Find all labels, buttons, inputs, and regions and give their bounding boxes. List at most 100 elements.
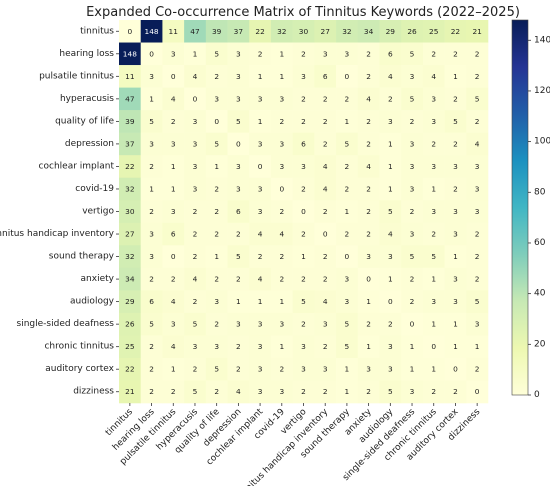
y-tick-label: audiology	[70, 297, 115, 307]
cell-value-label: 1	[431, 184, 436, 193]
heatmap-cell	[379, 290, 402, 314]
cell-value-label: 1	[214, 162, 219, 171]
heatmap-cell	[227, 380, 250, 404]
cell-value-label: 39	[212, 27, 222, 36]
cell-value-label: 2	[345, 230, 350, 239]
heatmap-cell	[227, 245, 250, 269]
heatmap-cell	[140, 380, 163, 404]
cell-value-label: 1	[149, 184, 154, 193]
heatmap-cell	[444, 357, 467, 381]
heatmap-cell	[119, 65, 142, 88]
heatmap-cell	[422, 110, 445, 133]
cell-value-label: 2	[214, 275, 219, 284]
heatmap-cell	[162, 42, 185, 66]
cell-value-label: 5	[345, 320, 350, 329]
heatmap-cell	[184, 245, 207, 269]
cell-value-label: 5	[214, 49, 219, 58]
cell-value-label: 2	[214, 320, 219, 329]
heatmap-cell	[314, 267, 337, 291]
cell-value-label: 2	[323, 94, 328, 103]
heatmap-cell	[444, 155, 467, 179]
cell-value-label: 3	[149, 252, 154, 261]
cell-value-label: 0	[345, 252, 350, 261]
colorbar-tick-label: 80	[534, 187, 546, 197]
cell-value-label: 2	[388, 94, 393, 103]
heatmap-cell	[270, 200, 293, 224]
heatmap-cell	[292, 132, 315, 156]
heatmap-cell	[249, 245, 272, 269]
cell-value-label: 4	[323, 184, 328, 193]
cell-value-label: 2	[323, 207, 328, 216]
cell-value-label: 3	[301, 342, 306, 351]
heatmap-cell	[444, 20, 467, 43]
heatmap-cell	[444, 65, 467, 88]
heatmap-cell	[379, 380, 402, 404]
cell-value-label: 1	[258, 297, 263, 306]
cell-value-label: 3	[475, 207, 480, 216]
cell-value-label: 4	[366, 162, 371, 171]
cell-value-label: 2	[431, 387, 436, 396]
cell-value-label: 1	[171, 365, 176, 374]
cell-value-label: 1	[431, 365, 436, 374]
y-tick-label: quality of life	[55, 116, 114, 126]
heatmap-cell	[205, 87, 228, 111]
cell-value-label: 32	[125, 252, 134, 261]
heatmap-cell	[205, 200, 228, 224]
cell-value-label: 2	[279, 207, 284, 216]
colorbar-tick-label: 40	[534, 289, 546, 299]
heatmap-cell	[401, 335, 424, 359]
cell-value-label: 2	[214, 184, 219, 193]
cell-value-label: 2	[410, 275, 415, 284]
cell-value-label: 3	[279, 139, 284, 148]
heatmap-cell	[270, 335, 293, 359]
heatmap-cell	[379, 357, 402, 381]
cell-value-label: 2	[475, 365, 480, 374]
cell-value-label: 3	[431, 297, 436, 306]
cell-value-label: 3	[453, 230, 458, 239]
y-tick-label: cochlear implant	[39, 161, 115, 171]
heatmap-cell	[205, 65, 228, 88]
heatmap-cell	[422, 357, 445, 381]
cell-value-label: 3	[279, 387, 284, 396]
cell-value-label: 4	[475, 139, 480, 148]
heatmap-cell	[357, 312, 380, 336]
heatmap-cell	[184, 177, 207, 201]
heatmap-cell	[357, 65, 380, 88]
heatmap-cell	[314, 200, 337, 224]
heatmap-cell	[227, 110, 250, 133]
heatmap-cell	[422, 245, 445, 269]
cell-value-label: 5	[388, 387, 393, 396]
heatmap-cell	[119, 42, 142, 66]
cell-value-label: 0	[279, 184, 284, 193]
cell-value-label: 22	[125, 365, 134, 374]
cell-value-label: 2	[431, 230, 436, 239]
heatmap-cell	[227, 290, 250, 314]
cell-value-label: 5	[475, 94, 480, 103]
heatmap-cell	[140, 132, 163, 156]
heatmap-cell	[357, 155, 380, 179]
cell-value-label: 3	[279, 320, 284, 329]
cell-value-label: 3	[236, 94, 241, 103]
heatmap-cell	[249, 357, 272, 381]
cell-value-label: 1	[279, 72, 284, 81]
cell-value-label: 2	[149, 162, 154, 171]
cell-value-label: 47	[190, 27, 200, 36]
heatmap-cell	[466, 87, 489, 111]
heatmap-cell	[379, 132, 402, 156]
cell-value-label: 3	[149, 230, 154, 239]
cell-value-label: 0	[345, 72, 350, 81]
heatmap-cell	[270, 177, 293, 201]
cell-value-label: 2	[453, 139, 458, 148]
heatmap-cell	[401, 267, 424, 291]
heatmap-cell	[249, 65, 272, 88]
heatmap-cell	[227, 267, 250, 291]
heatmap-cell	[466, 110, 489, 133]
heatmap-cell	[140, 312, 163, 336]
heatmap-cell	[444, 132, 467, 156]
cell-value-label: 5	[410, 49, 415, 58]
cell-value-label: 5	[149, 320, 154, 329]
cell-value-label: 3	[388, 117, 393, 126]
heatmap-cell	[357, 20, 380, 43]
cell-value-label: 2	[301, 275, 306, 284]
